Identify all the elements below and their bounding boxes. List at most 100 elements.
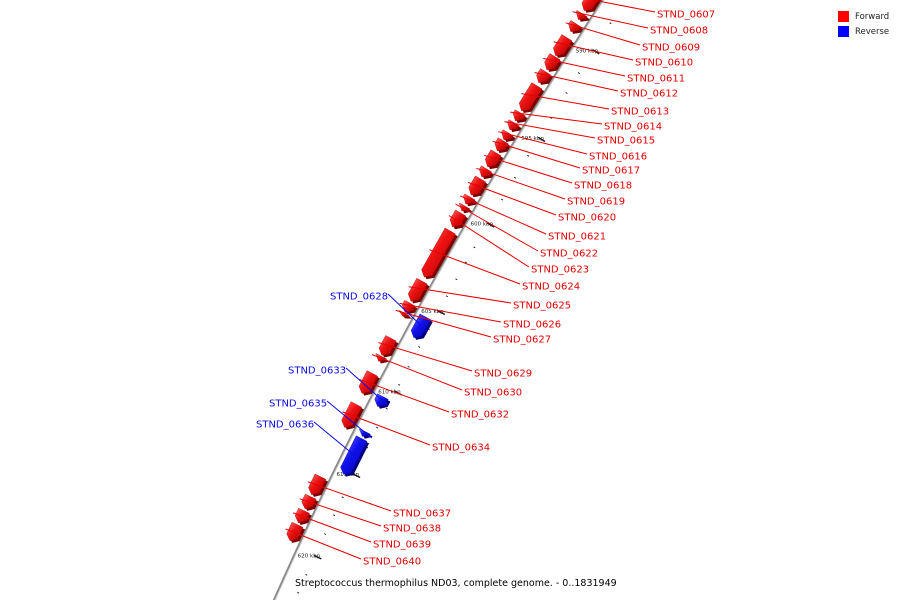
major-tick: [437, 310, 446, 316]
gene-label-stnd-0611[interactable]: STND_0611: [627, 74, 685, 85]
gene-features: [286, 0, 602, 543]
label-connector: [285, 528, 362, 560]
gene-arrow-stnd-0609[interactable]: [568, 20, 582, 32]
gene-label-stnd-0635[interactable]: STND_0635: [269, 399, 327, 410]
label-connector: [408, 286, 512, 304]
gene-label-stnd-0621[interactable]: STND_0621: [548, 232, 606, 243]
gene-label-stnd-0610[interactable]: STND_0610: [635, 58, 693, 69]
legend: Forward Reverse: [838, 9, 900, 39]
gene-arrow-stnd-0625[interactable]: [407, 277, 428, 302]
genome-backbone: [272, 0, 605, 600]
label-connector: [476, 167, 566, 200]
gene-arrow-stnd-0639[interactable]: [294, 507, 310, 524]
minor-tick: [513, 176, 517, 179]
gene-label-stnd-0614[interactable]: STND_0614: [604, 122, 662, 133]
gene-label-stnd-0632[interactable]: STND_0632: [451, 410, 509, 421]
label-connector: [565, 22, 641, 46]
gene-label-stnd-0607[interactable]: STND_0607: [657, 10, 715, 21]
minor-tick: [565, 92, 568, 94]
minor-tick: [609, 22, 612, 25]
minor-tick: [305, 574, 308, 576]
gene-arrow-stnd-0624[interactable]: [421, 227, 456, 278]
label-connector: [307, 481, 392, 512]
major-tick: [313, 554, 322, 560]
minor-tick: [341, 496, 344, 499]
label-connector: [504, 121, 596, 139]
gene-label-stnd-0622[interactable]: STND_0622: [540, 249, 598, 260]
legend-item-forward: Forward: [838, 9, 900, 24]
label-connector: [378, 342, 473, 372]
gene-label-stnd-0626[interactable]: STND_0626: [503, 320, 561, 331]
gene-label-stnd-0618[interactable]: STND_0618: [574, 181, 632, 192]
gene-arrow-stnd-0613[interactable]: [518, 82, 543, 112]
gene-label-stnd-0639[interactable]: STND_0639: [373, 540, 431, 551]
gene-label-stnd-0613[interactable]: STND_0613: [611, 107, 669, 118]
label-connector: [292, 512, 372, 543]
gene-arrow-stnd-0640[interactable]: [286, 521, 304, 542]
label-connector: [543, 57, 626, 77]
gene-arrow-stnd-0611[interactable]: [544, 53, 561, 70]
label-connector: [510, 111, 603, 125]
gene-labels: STND_0607 STND_0608 STND_0609 STND_0610 STND…: [256, 0, 715, 568]
gene-label-stnd-0625[interactable]: STND_0625: [513, 301, 571, 312]
gene-label-stnd-0612[interactable]: STND_0612: [620, 89, 678, 100]
genome-caption: Streptococcus thermophilus ND03, complet…: [295, 578, 617, 589]
gene-arrow-stnd-0632[interactable]: [358, 370, 378, 394]
label-connector: [553, 41, 634, 61]
legend-item-reverse: Reverse: [838, 24, 900, 39]
gene-label-stnd-0638[interactable]: STND_0638: [383, 524, 441, 535]
minor-tick: [473, 246, 476, 249]
label-connector: [572, 11, 649, 29]
gene-label-stnd-0636[interactable]: STND_0636: [256, 420, 314, 431]
minor-tick: [376, 426, 379, 429]
label-connector: [429, 249, 521, 285]
minor-tick: [407, 366, 410, 368]
label-connector: [534, 72, 619, 92]
major-tick: [352, 473, 361, 479]
gene-label-stnd-0620[interactable]: STND_0620: [558, 213, 616, 224]
gene-arrow-stnd-0637[interactable]: [308, 473, 327, 495]
gene-label-stnd-0608[interactable]: STND_0608: [650, 26, 708, 37]
label-connector: [448, 215, 530, 268]
gene-arrow-stnd-0616[interactable]: [501, 129, 514, 141]
kbp-tick-label: 590 kbp: [576, 48, 599, 54]
gene-label-stnd-0633[interactable]: STND_0633: [288, 366, 346, 377]
gene-label-stnd-0634[interactable]: STND_0634: [432, 443, 490, 454]
label-connector: [371, 354, 463, 391]
minor-tick: [324, 533, 327, 535]
gene-arrow-stnd-0612[interactable]: [536, 68, 551, 83]
minor-tick: [464, 261, 467, 264]
label-connector: [345, 367, 389, 407]
gene-label-stnd-0619[interactable]: STND_0619: [567, 197, 625, 208]
gene-label-stnd-0616[interactable]: STND_0616: [589, 152, 647, 163]
gene-label-stnd-0617[interactable]: STND_0617: [582, 166, 640, 177]
gene-arrow-stnd-0610[interactable]: [553, 34, 573, 56]
minor-tick: [455, 278, 458, 281]
minor-tick: [385, 407, 388, 410]
gene-label-stnd-0609[interactable]: STND_0609: [642, 43, 700, 54]
minor-tick: [445, 295, 448, 298]
gene-label-stnd-0629[interactable]: STND_0629: [474, 369, 532, 380]
label-connector: [492, 140, 581, 169]
gene-label-stnd-0630[interactable]: STND_0630: [464, 388, 522, 399]
label-connector: [399, 302, 502, 323]
kbp-tick-label: 600 kbp: [471, 222, 494, 228]
label-connector: [590, 0, 656, 13]
label-connector: [359, 378, 450, 413]
kbp-tick-label: 610 kbp: [378, 389, 401, 395]
gene-label-stnd-0637[interactable]: STND_0637: [393, 509, 451, 520]
kbp-tick-label: 605 kbp: [421, 309, 444, 315]
gene-label-stnd-0627[interactable]: STND_0627: [493, 335, 551, 346]
minor-tick: [297, 591, 300, 594]
gene-label-stnd-0640[interactable]: STND_0640: [363, 557, 421, 568]
minor-tick: [398, 383, 401, 386]
gene-label-stnd-0624[interactable]: STND_0624: [522, 282, 580, 293]
label-connector: [467, 181, 557, 216]
gene-label-stnd-0615[interactable]: STND_0615: [597, 136, 655, 147]
minor-tick: [418, 346, 421, 348]
gene-arrow-stnd-0607[interactable]: [581, 0, 600, 11]
gene-label-stnd-0628[interactable]: STND_0628: [330, 292, 388, 303]
gene-label-stnd-0623[interactable]: STND_0623: [531, 265, 589, 276]
